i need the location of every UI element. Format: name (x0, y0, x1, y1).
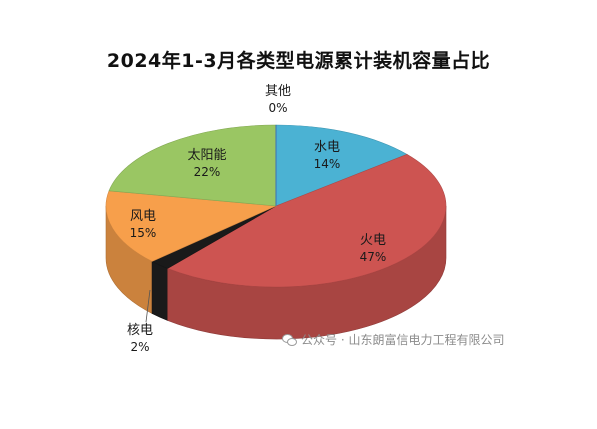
watermark: 公众号 · 山东朗富信电力工程有限公司 (282, 331, 504, 348)
slice-side-nuclear (151, 260, 168, 321)
slice-label-other: 其他 0% (265, 84, 291, 116)
chart-title: 2024年1-3月各类型电源累计装机容量占比 (106, 50, 491, 72)
slice-name-nuclear: 核电 (126, 323, 154, 338)
watermark-text: 公众号 · 山东朗富信电力工程有限公司 (301, 333, 505, 347)
slice-label-thermal: 火电 47% (360, 233, 387, 265)
slice-name-other: 其他 (264, 84, 292, 99)
slice-label-nuclear: 核电 2% (127, 323, 153, 355)
slice-name-hydro: 水电 (313, 140, 341, 155)
slice-name-thermal: 火电 (359, 233, 387, 248)
slice-top-thermal (166, 154, 447, 288)
slice-label-hydro: 水电 14% (314, 140, 341, 172)
slice-value-other: 0% (268, 101, 288, 115)
slice-value-thermal: 47% (359, 250, 387, 264)
slice-name-wind: 风电 (129, 209, 157, 224)
slice-top-wind (105, 190, 278, 262)
slice-value-wind: 15% (129, 226, 157, 240)
slice-top-hydro (275, 124, 408, 207)
slice-label-solar: 太阳能 22% (187, 148, 226, 180)
slice-value-solar: 22% (193, 165, 221, 179)
slice-label-wind: 风电 15% (130, 209, 157, 241)
slice-value-nuclear: 2% (130, 340, 150, 354)
slice-value-hydro: 14% (313, 157, 341, 171)
slice-name-solar: 太阳能 (187, 148, 227, 163)
wechat-icon (282, 333, 297, 346)
slice-top-solar (108, 124, 277, 207)
nuclear-leader-line (145, 289, 151, 323)
